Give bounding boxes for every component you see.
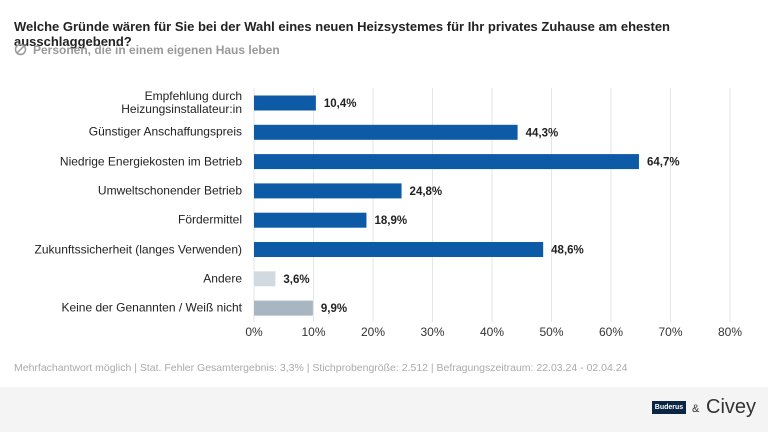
icon (14, 43, 27, 56)
x-tick-label: 20% (361, 325, 385, 339)
y-tick-label: Umweltschonender Betrieb (97, 183, 242, 198)
value-label: 10,4% (324, 98, 357, 110)
value-label: 48,6% (551, 245, 584, 257)
x-tick-label: 50% (539, 325, 563, 339)
separator: & (692, 403, 700, 415)
bar (254, 300, 313, 316)
logo: Buderus (652, 401, 686, 414)
bar (254, 124, 518, 140)
x-tick-label: 30% (420, 325, 444, 339)
value-label: 44,3% (526, 127, 559, 139)
x-tick-label: 80% (718, 325, 742, 339)
bar (254, 95, 316, 111)
x-tick-label: 70% (658, 325, 682, 339)
bar (254, 183, 402, 199)
value-label: 24,8% (410, 186, 443, 198)
x-tick-label: 0% (245, 325, 263, 339)
footnote: Mehrfachantwort möglich | Stat. Fehler G… (14, 362, 628, 374)
logo: Civey (706, 396, 757, 418)
y-tick-label: Andere (203, 271, 242, 286)
chart: 0% 10% 20% 30% 40% 50% 60% 70% 80% 10,4% 44,3% 64,7… (245, 88, 742, 339)
bar (254, 212, 367, 228)
value-label: 3,6% (283, 274, 309, 286)
bar (254, 154, 639, 170)
subtitle: Personen, die in einem eigenen Haus lebe… (33, 43, 280, 57)
value-label: 9,9% (321, 303, 347, 315)
value-label: 64,7% (647, 157, 680, 169)
footer (0, 387, 768, 432)
bar (254, 242, 544, 257)
y-tick-label: Empfehlung durch Heizungsinstallateur:in (121, 89, 242, 116)
y-tick-label: Niedrige Energiekosten im Betrieb (59, 154, 242, 169)
x-tick-label: 10% (301, 325, 325, 339)
x-tick-label: 40% (480, 325, 504, 339)
title: Welche Gründe wären für Sie bei der Wahl… (14, 19, 670, 49)
y-tick-label: Günstiger Anschaffungspreis (88, 124, 242, 139)
value-label: 18,9% (374, 215, 407, 227)
y-tick-label: Zukunftssicherheit (langes Verwenden) (34, 242, 242, 256)
x-tick-label: 60% (599, 325, 623, 339)
y-tick-label: Fördermittel (177, 212, 242, 227)
y-tick-label: Keine der Genannten / Weiß nicht (61, 300, 242, 315)
bar (254, 271, 276, 287)
